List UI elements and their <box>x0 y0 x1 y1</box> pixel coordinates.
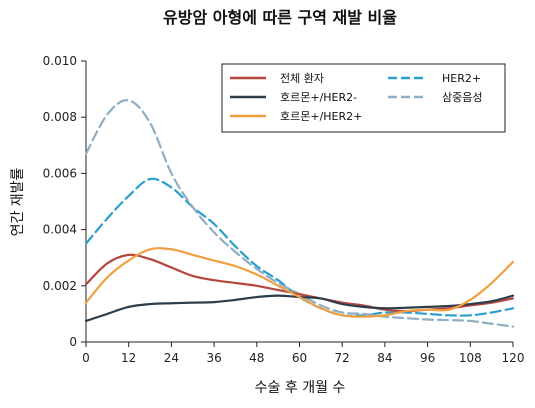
y-tick-label: 0.008 <box>43 110 77 124</box>
x-tick-label: 120 <box>502 351 525 365</box>
series-line-4 <box>84 99 515 328</box>
series-line-2 <box>84 247 515 318</box>
y-tick-label: 0 <box>69 335 77 349</box>
x-tick-label: 84 <box>377 351 392 365</box>
x-tick-label: 48 <box>249 351 264 365</box>
legend-label: 호르몬+/HER2- <box>280 91 357 104</box>
legend-label: HER2+ <box>442 72 481 85</box>
x-tick-label: 0 <box>82 351 90 365</box>
series-lines <box>84 99 515 328</box>
series-line-0 <box>84 253 515 313</box>
x-axis-ticks: 0 12 24 36 48 60 72 84 96 108 120 <box>82 342 524 365</box>
y-tick-label: 0.002 <box>43 279 77 293</box>
x-tick-label: 60 <box>292 351 307 365</box>
legend-box <box>221 63 506 133</box>
x-tick-label: 24 <box>164 351 179 365</box>
y-axis-ticks: 0 0.002 0.004 0.006 0.008 0.010 <box>43 54 86 349</box>
x-axis-label: 수술 후 개월 수 <box>255 380 346 396</box>
y-tick-label: 0.010 <box>43 54 77 68</box>
x-tick-label: 72 <box>335 351 350 365</box>
y-tick-label: 0.004 <box>43 223 77 237</box>
x-tick-label: 36 <box>206 351 221 365</box>
x-tick-label: 108 <box>459 351 482 365</box>
legend-label: 삼중음성 <box>442 91 482 104</box>
legend-label: 전체 환자 <box>280 72 324 85</box>
x-tick-label: 12 <box>121 351 136 365</box>
x-tick-label: 96 <box>420 351 435 365</box>
legend-label: 호르몬+/HER2+ <box>280 110 362 123</box>
y-axis-label: 연간 재발률 <box>10 167 26 236</box>
y-tick-label: 0.006 <box>43 166 77 180</box>
chart-title: 유방암 아형에 따른 구역 재발 비율 <box>163 8 397 27</box>
